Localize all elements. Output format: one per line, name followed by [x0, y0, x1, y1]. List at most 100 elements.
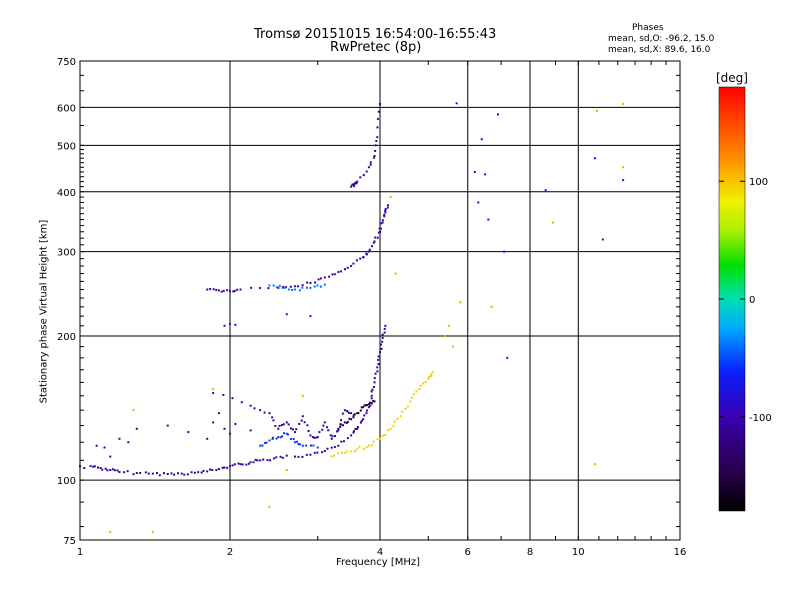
- data-point: [264, 442, 267, 445]
- data-point: [249, 404, 252, 407]
- data-point: [348, 417, 351, 420]
- data-point: [287, 433, 290, 436]
- data-point: [277, 427, 280, 430]
- data-point: [170, 472, 173, 475]
- data-point: [233, 463, 236, 466]
- data-point: [473, 170, 476, 173]
- data-point: [503, 250, 506, 253]
- data-point: [447, 324, 450, 327]
- data-point: [346, 450, 349, 453]
- data-point: [206, 288, 209, 291]
- data-point: [451, 345, 454, 348]
- data-point: [233, 290, 236, 293]
- data-point: [373, 400, 376, 403]
- data-point: [226, 466, 229, 469]
- data-point: [292, 438, 295, 441]
- data-point: [92, 465, 95, 468]
- data-point: [373, 377, 376, 380]
- data-point: [301, 286, 304, 289]
- data-point: [622, 166, 625, 169]
- data-point: [399, 415, 402, 418]
- data-point: [272, 284, 275, 287]
- data-point: [155, 472, 158, 475]
- data-point: [259, 444, 262, 447]
- data-point: [254, 458, 257, 461]
- data-point: [319, 277, 322, 280]
- data-point: [333, 435, 336, 438]
- data-point: [222, 393, 225, 396]
- data-point: [206, 470, 209, 473]
- series-f1-o-mode: [293, 324, 387, 458]
- data-point: [374, 149, 377, 152]
- data-point: [410, 396, 413, 399]
- data-point: [111, 468, 114, 471]
- data-point: [373, 155, 376, 158]
- data-point: [312, 444, 315, 447]
- data-point: [162, 472, 165, 475]
- data-point: [229, 465, 231, 468]
- data-point: [305, 444, 308, 447]
- data-point: [353, 185, 356, 188]
- data-point: [544, 189, 547, 192]
- data-point: [217, 412, 220, 415]
- data-point: [384, 209, 387, 212]
- data-point: [118, 470, 121, 473]
- data-point: [413, 393, 416, 396]
- data-point: [593, 463, 596, 466]
- data-point: [349, 450, 352, 453]
- data-point: [331, 435, 334, 438]
- data-point: [319, 285, 322, 288]
- data-point: [380, 343, 383, 346]
- data-point: [106, 469, 109, 472]
- data-point: [266, 459, 269, 462]
- series-f2-o-mode-cyan-: [268, 283, 326, 292]
- data-point: [356, 448, 359, 451]
- data-point: [147, 472, 150, 475]
- data-point: [316, 451, 319, 454]
- data-point: [234, 323, 237, 326]
- data-point: [109, 530, 112, 533]
- data-point: [381, 434, 384, 437]
- data-point: [272, 419, 275, 422]
- data-point: [323, 450, 326, 453]
- data-point: [353, 183, 356, 186]
- grid-lines: [80, 61, 680, 540]
- data-point: [285, 421, 288, 424]
- data-point: [337, 270, 340, 273]
- data-point: [309, 281, 312, 284]
- data-point: [97, 466, 100, 469]
- data-point: [313, 451, 316, 454]
- data-point: [329, 434, 332, 437]
- data-point: [158, 474, 161, 477]
- data-point: [151, 472, 154, 475]
- phases-x-stats: mean, sd,X: 89.6, 16.0: [608, 45, 711, 55]
- data-point: [419, 384, 422, 387]
- data-point: [350, 264, 353, 267]
- data-point: [221, 466, 224, 469]
- data-point: [506, 356, 509, 359]
- data-point: [383, 434, 386, 437]
- data-point: [384, 324, 387, 327]
- data-point: [166, 473, 169, 476]
- y-tick-label: 200: [57, 332, 76, 343]
- data-point: [354, 428, 357, 431]
- y-axis-ticks: 75 100 200 300 400 500 600 750: [57, 57, 680, 547]
- data-point: [311, 436, 314, 439]
- data-point: [379, 227, 382, 230]
- data-point: [336, 430, 339, 433]
- data-point: [367, 166, 370, 169]
- data-point: [222, 289, 225, 292]
- data-point: [424, 381, 427, 384]
- data-point: [381, 337, 384, 340]
- data-point: [379, 437, 381, 440]
- data-point: [393, 420, 396, 423]
- data-point: [229, 322, 231, 325]
- data-point: [374, 144, 377, 147]
- data-point: [337, 429, 340, 432]
- data-point: [346, 266, 349, 269]
- data-point: [206, 437, 209, 440]
- data-point: [365, 170, 368, 173]
- y-tick-label: 600: [57, 103, 76, 114]
- data-point: [377, 110, 380, 113]
- data-point: [372, 399, 375, 402]
